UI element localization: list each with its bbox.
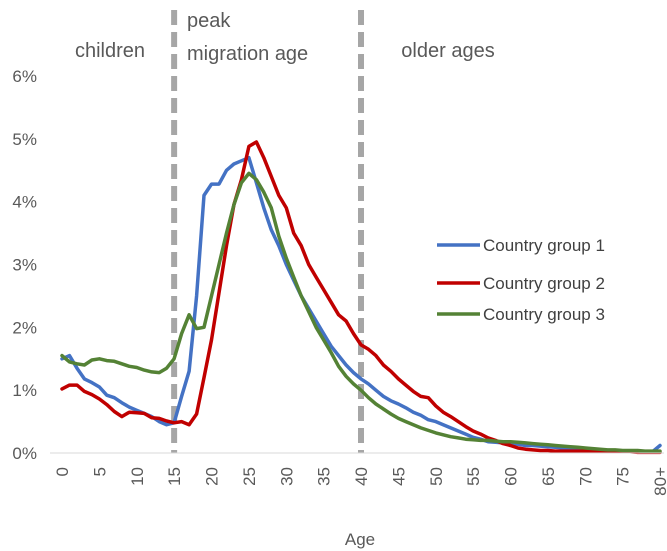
y-axis-ticks: 0% 1% 2% 3% 4% 5% 6% [12,67,37,463]
x-tick-label: 5 [90,467,109,476]
y-tick-label: 2% [12,318,37,337]
x-tick-label: 65 [539,467,558,486]
legend-label: Country group 1 [483,236,605,255]
x-axis-title: Age [345,530,375,549]
x-tick-label: 25 [240,467,259,486]
x-tick-label: 10 [128,467,147,486]
x-tick-label: 0 [53,467,72,476]
legend-label: Country group 3 [483,305,605,324]
x-tick-label: 80+ [651,467,667,496]
x-axis-ticks: 0 5 10 15 20 25 30 35 40 45 50 55 60 65 70 75 80+ [53,467,667,496]
y-tick-label: 5% [12,130,37,149]
x-tick-label: 35 [315,467,334,486]
x-tick-label: 60 [502,467,521,486]
region-label: peak [187,10,231,32]
y-tick-label: 1% [12,381,37,400]
x-tick-label: 45 [389,467,408,486]
x-tick-label: 20 [203,467,222,486]
x-tick-label: 15 [165,467,184,486]
x-tick-label: 55 [464,467,483,486]
legend: Country group 1 Country group 2 Country gr… [437,236,605,324]
series-line [60,140,662,455]
x-tick-label: 50 [427,467,446,486]
legend-label: Country group 2 [483,274,605,293]
x-tick-label: 75 [614,467,633,486]
series-line [60,171,662,453]
y-tick-label: 3% [12,256,37,275]
region-label: older ages [401,40,494,62]
region-label: children [75,40,145,62]
region-dividers [171,10,364,453]
series-line [60,155,662,454]
region-labels: children peak migration age older ages [75,10,495,65]
y-tick-label: 0% [12,444,37,463]
x-tick-label: 70 [576,467,595,486]
series-lines [60,140,662,455]
y-tick-label: 6% [12,67,37,86]
x-tick-label: 40 [352,467,371,486]
x-tick-label: 30 [277,467,296,486]
y-tick-label: 4% [12,193,37,212]
region-label: migration age [187,43,308,65]
